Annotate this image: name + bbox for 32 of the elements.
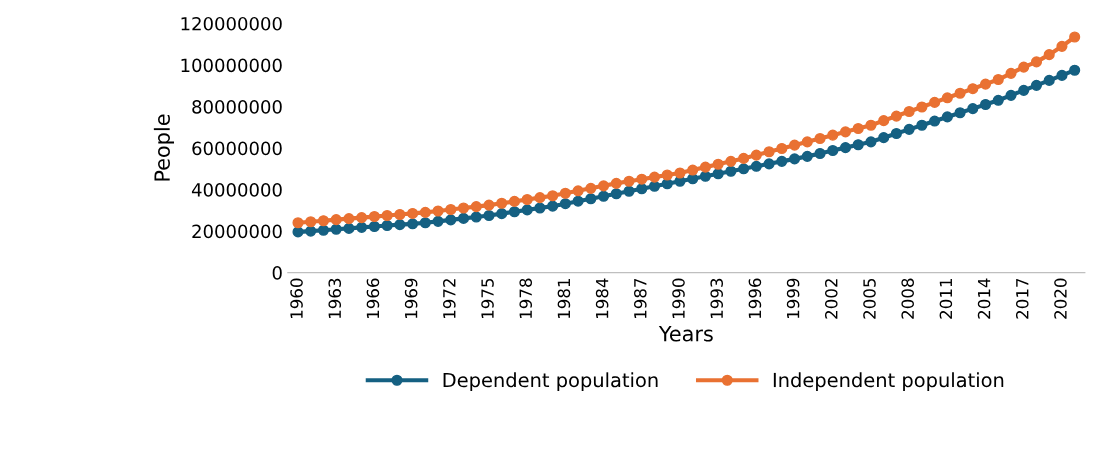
x-tick-label: 2005 [863,278,876,319]
x-tick-label: 2017 [1015,278,1029,319]
x-tick-label: 1987 [634,278,647,319]
x-tick-label: 1996 [748,278,762,319]
x-tick-label: 1981 [557,279,571,319]
x-tick-label: 2008 [901,278,914,319]
x-tick-label: 1960 [290,278,303,319]
x-tick-label: 1969 [404,278,418,319]
y-tick-label: 80000000 [192,99,282,114]
x-tick-label: 1975 [481,278,494,319]
x-tick-label: 2002 [824,279,838,319]
y-tick-label: 0 [272,266,282,280]
x-tick-label: 1978 [519,278,533,319]
legend-label: Independent population [773,372,1004,392]
x-tick-label: 2020 [1054,278,1067,319]
y-tick-label: 60000000 [192,141,282,156]
x-tick-label: 1993 [710,278,724,319]
y-tick-label: 120000000 [181,16,282,31]
x-tick-label: 1966 [366,278,380,319]
x-tick-label: 1963 [328,278,342,319]
x-tick-label: 2014 [977,278,991,319]
x-tick-label: 1984 [595,278,609,319]
y-axis-title: People [153,114,175,181]
x-tick-label: 1972 [443,279,456,319]
x-tick-label: 1990 [672,278,685,319]
y-tick-label: 100000000 [181,58,282,73]
x-tick-label: 1999 [786,278,800,319]
x-tick-label: 2011 [939,279,953,319]
y-tick-label: 20000000 [192,224,282,239]
x-axis-title: Years [658,326,713,342]
y-tick-label: 40000000 [191,183,282,197]
legend-label: Dependent population [443,372,658,392]
